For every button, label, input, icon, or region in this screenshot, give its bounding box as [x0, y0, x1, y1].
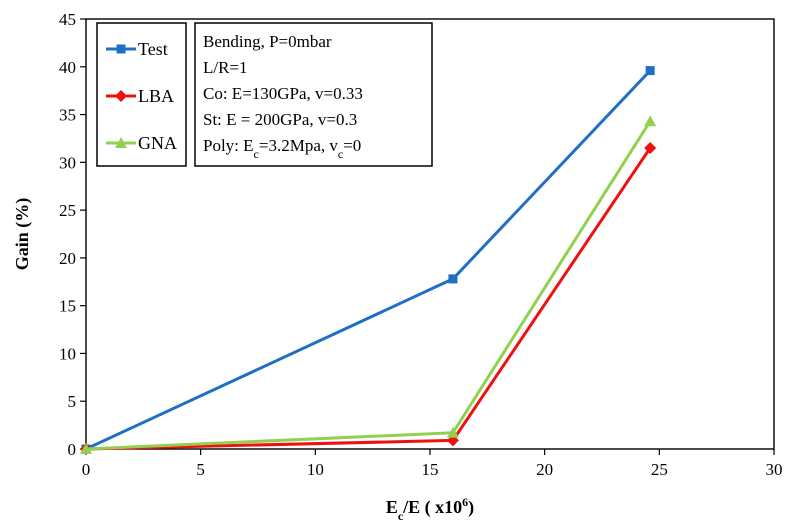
- x-tick-label: 0: [82, 460, 91, 479]
- series-lba: [80, 142, 657, 455]
- y-tick-label: 45: [59, 10, 76, 29]
- data-point: [448, 274, 458, 284]
- legend: Test LBA GNA: [96, 22, 187, 167]
- y-tick-label: 40: [59, 58, 76, 77]
- x-axis-title: Ec/E ( x106): [386, 495, 474, 522]
- annotation-frame: [194, 22, 433, 167]
- y-tick-label: 10: [59, 344, 76, 363]
- annotation-text: Co: E=130GPa, v=0.33: [203, 84, 363, 103]
- y-tick-label: 20: [59, 249, 76, 268]
- data-point: [644, 142, 657, 154]
- x-tick-label: 25: [651, 460, 668, 479]
- y-tick-label: 25: [59, 201, 76, 220]
- x-tick-label: 10: [307, 460, 324, 479]
- y-tick-label: 30: [59, 153, 76, 172]
- series-line: [85, 120, 652, 451]
- y-tick-label: 35: [59, 106, 76, 125]
- annotation-text: St: E = 200GPa, v=0.3: [203, 110, 357, 129]
- series-layer: [80, 66, 657, 455]
- legend-item-gna: GNA: [106, 133, 177, 153]
- legend-label: Test: [138, 39, 168, 59]
- y-axis: 0 5 10 15 20 25 30 35 40 45: [59, 10, 86, 459]
- y-axis-title: Gain (%): [12, 198, 33, 271]
- legend-label: GNA: [138, 133, 177, 153]
- x-axis: 0 5 10 15 20 25 30: [82, 449, 783, 479]
- data-point: [446, 426, 459, 438]
- data-point: [80, 443, 92, 454]
- data-point: [644, 115, 657, 127]
- series-gna: [80, 115, 657, 454]
- x-axis-title-sub: c: [398, 509, 404, 522]
- y-tick-label: 0: [68, 440, 77, 459]
- annotation-line: Co: E=130GPa, v=0.33: [203, 84, 363, 103]
- x-axis-title-main: E: [386, 497, 398, 517]
- annotation-line: Bending, P=0mbar: [203, 32, 332, 51]
- annotation-line: St: E = 200GPa, v=0.3: [203, 110, 357, 129]
- legend-marker: [115, 90, 127, 102]
- x-tick-label: 5: [196, 460, 205, 479]
- annotation-text: =3.2Mpa, v: [259, 136, 338, 155]
- y-tick-label: 15: [59, 297, 76, 316]
- annotation-text: c: [254, 147, 259, 161]
- legend-item-test: Test: [106, 39, 168, 59]
- x-tick-label: 20: [536, 460, 553, 479]
- y-tick-label: 5: [68, 392, 77, 411]
- x-tick-label: 15: [422, 460, 439, 479]
- annotation-text: Bending, P=0mbar: [203, 32, 332, 51]
- legend-marker: [115, 137, 127, 148]
- series-line: [85, 147, 652, 451]
- legend-item-lba: LBA: [106, 86, 174, 106]
- x-tick-label: 30: [766, 460, 783, 479]
- annotation-text: c: [338, 147, 343, 161]
- legend-label: LBA: [138, 86, 174, 106]
- annotation-text: Poly: E: [203, 136, 254, 155]
- annotation-line: Poly: Ec=3.2Mpa, vc=0: [203, 136, 361, 161]
- x-axis-title-end: ): [468, 497, 474, 518]
- x-axis-title-mid: /E ( x10: [402, 497, 462, 518]
- legend-marker: [116, 44, 126, 54]
- annotation-box: Bending, P=0mbar L/R=1 Co: E=130GPa, v=0.3…: [194, 22, 433, 167]
- annotation-text: =0: [343, 136, 361, 155]
- data-point: [645, 66, 655, 76]
- x-axis-title-sup: 6: [462, 495, 468, 509]
- annotation-text: L/R=1: [203, 58, 248, 77]
- annotation-line: L/R=1: [203, 58, 248, 77]
